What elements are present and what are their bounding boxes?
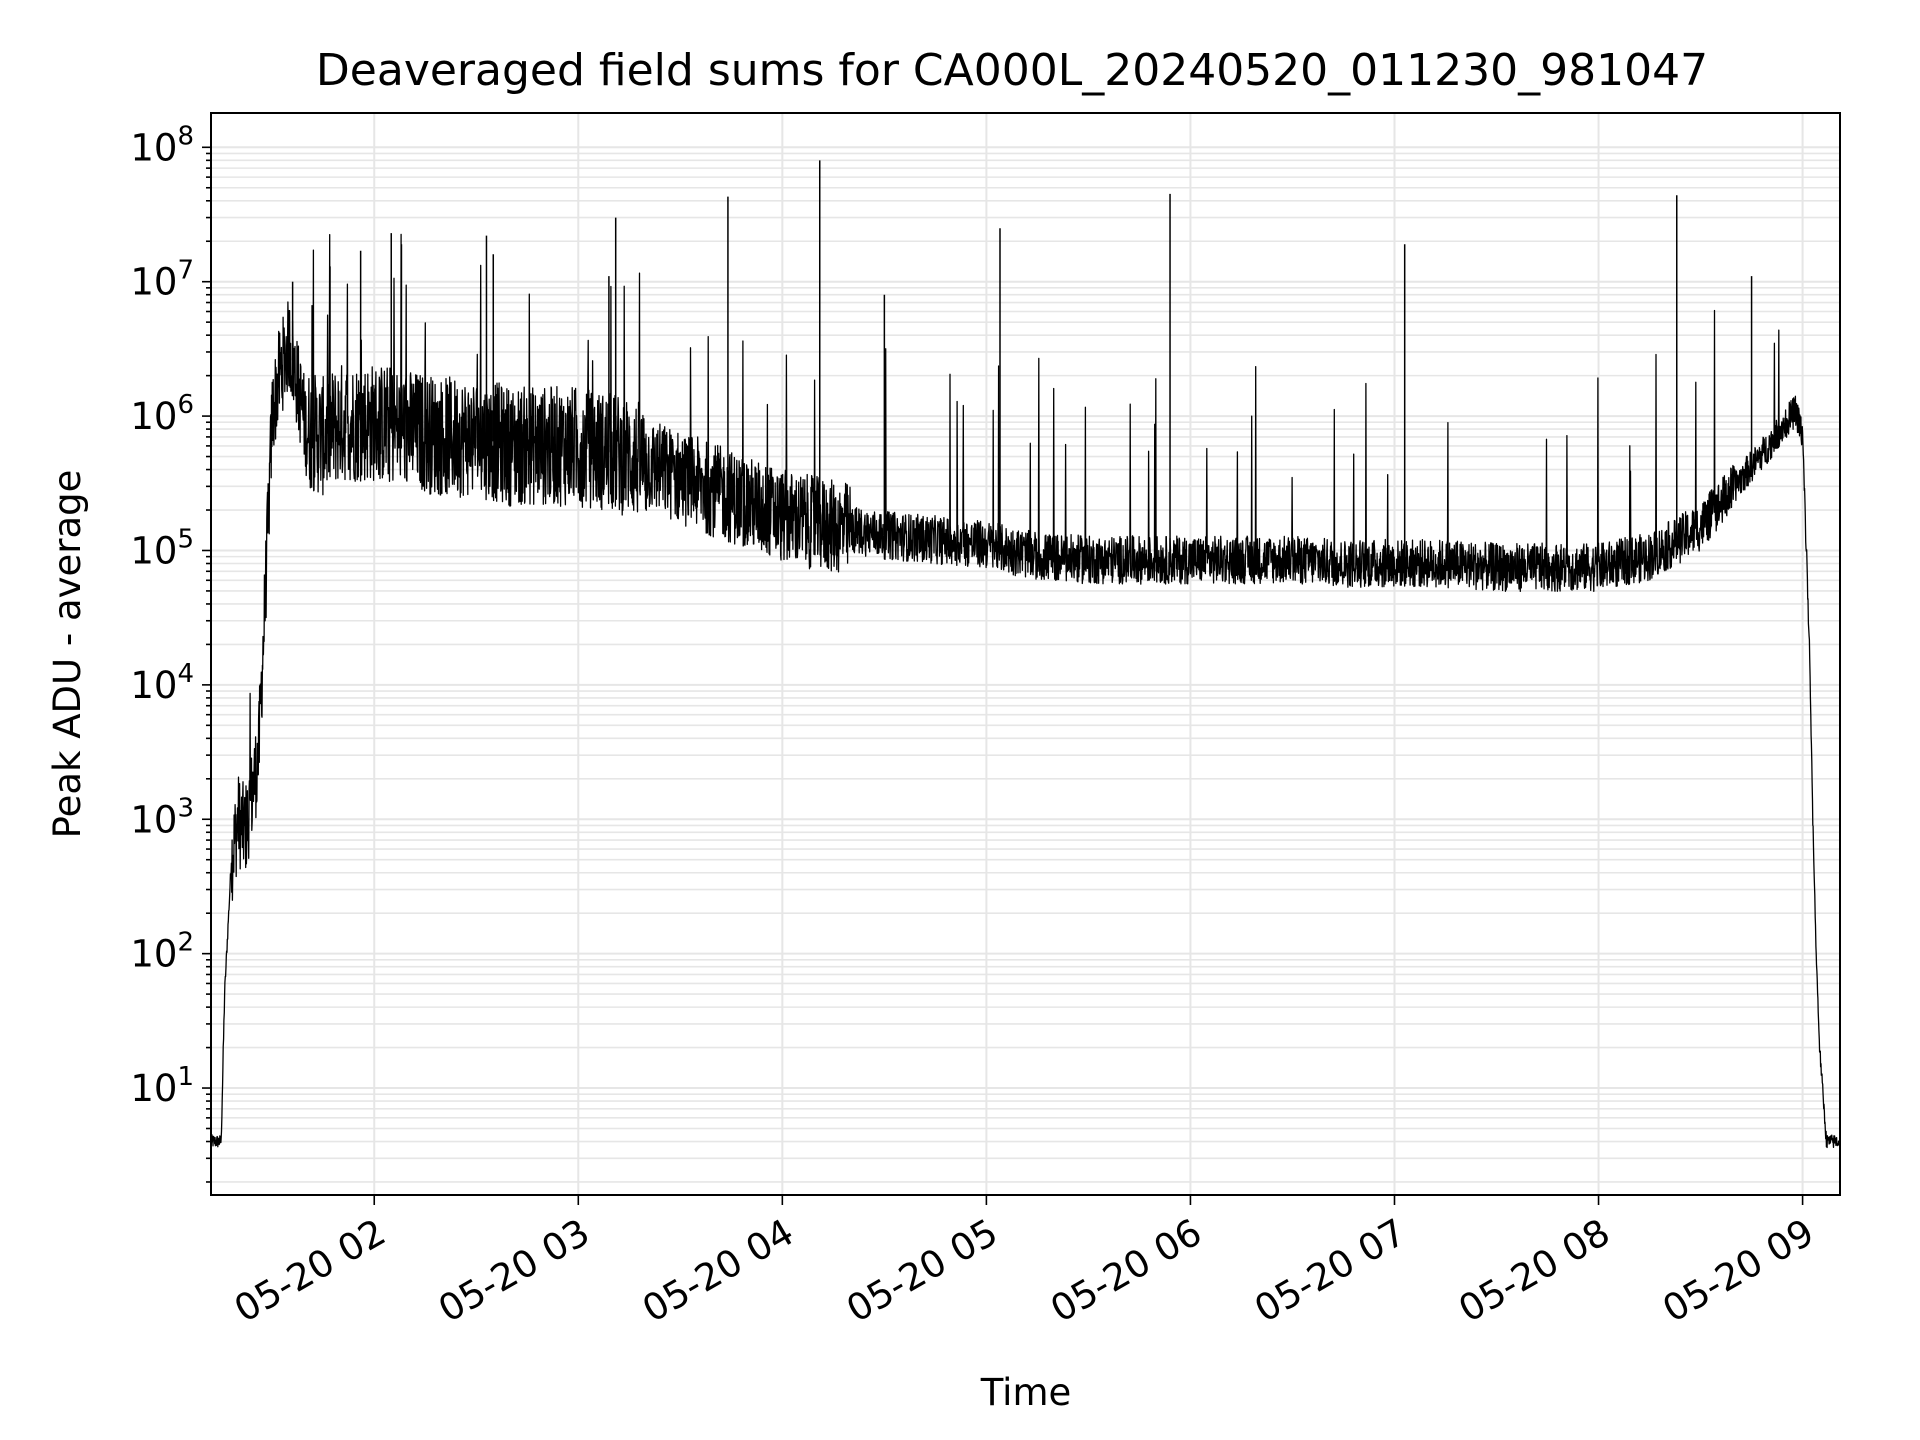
y-tick-label: 108: [130, 121, 194, 169]
x-tick-label: 05-20 05: [839, 1211, 1005, 1331]
chart-title: Deaveraged field sums for CA000L_2024052…: [316, 45, 1708, 96]
x-tick-label: 05-20 04: [635, 1211, 801, 1331]
x-tick-label: 05-20 09: [1656, 1211, 1822, 1331]
y-tick-label: 107: [130, 256, 194, 304]
y-tick-label: 105: [130, 524, 194, 572]
x-tick-label: 05-20 06: [1043, 1211, 1209, 1331]
data-layer: [210, 160, 1841, 1149]
grid-lines: [211, 113, 1840, 1195]
x-tick-label: 05-20 08: [1451, 1211, 1617, 1331]
y-tick-label: 103: [130, 793, 194, 841]
series-line: [210, 233, 1841, 1149]
y-axis-label: Peak ADU - average: [46, 470, 89, 839]
x-tick-label: 05-20 03: [431, 1211, 597, 1331]
x-axis-label: Time: [980, 1371, 1072, 1414]
x-tick-label: 05-20 02: [227, 1211, 393, 1331]
x-tick-label: 05-20 07: [1247, 1211, 1413, 1331]
y-tick-label: 104: [130, 659, 194, 707]
y-tick-label: 101: [130, 1062, 194, 1110]
plot-frame: [210, 112, 1841, 1196]
y-tick-label: 106: [130, 390, 194, 438]
y-tick-label: 102: [130, 928, 194, 976]
